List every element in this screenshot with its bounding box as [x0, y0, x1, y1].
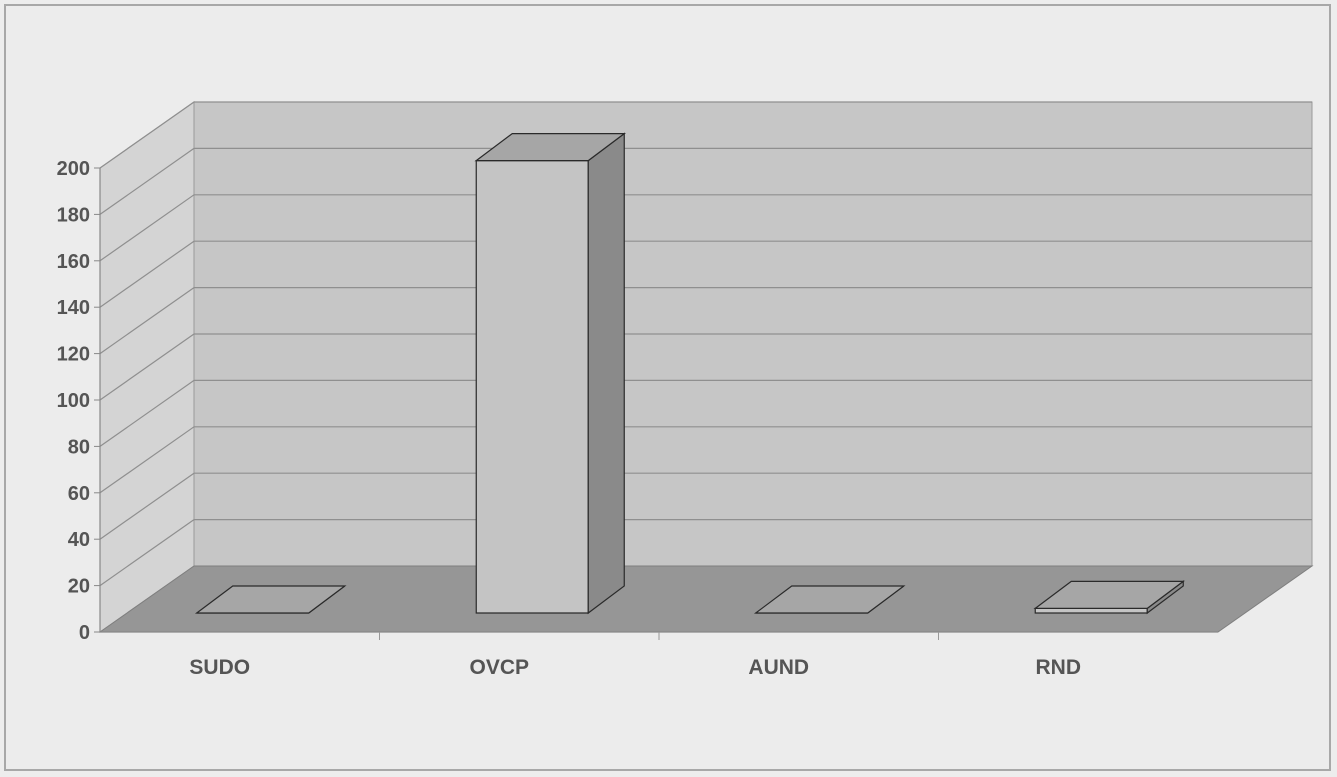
gridline: [99, 240, 1312, 308]
bar: [753, 585, 906, 614]
y-tick-label: 0: [79, 622, 90, 644]
bar: [474, 132, 627, 615]
bars: [194, 132, 1186, 615]
gridline: [99, 472, 1312, 540]
axes: [94, 167, 1218, 640]
y-tick-label: 120: [57, 344, 90, 366]
bar-top: [474, 133, 627, 162]
chart-walls: [98, 101, 1314, 633]
y-tick-label: 140: [57, 297, 90, 319]
gridline: [99, 379, 1312, 447]
x-tick-label: OVCP: [469, 656, 529, 679]
gridline: [99, 333, 1312, 401]
y-tick-label: 100: [57, 390, 90, 412]
y-tick-label: 180: [57, 204, 90, 226]
gridline: [99, 101, 1312, 169]
bar-front: [1034, 607, 1148, 614]
y-axis-tick-labels: 0 20 40 60 80 100 120 140 160 180 200: [57, 158, 90, 644]
gridline: [99, 194, 1312, 262]
bar-top: [1033, 580, 1186, 609]
gridline: [99, 287, 1312, 355]
y-tick-label: 80: [68, 436, 90, 458]
y-tick-label: 160: [57, 251, 90, 273]
x-tick-label: AUND: [748, 656, 809, 679]
gridlines: [99, 101, 1312, 587]
y-tick-label: 40: [68, 529, 90, 551]
x-tick-label: RND: [1036, 656, 1082, 679]
bar-top: [194, 585, 347, 614]
bar: [194, 585, 347, 614]
y-tick-label: 60: [68, 483, 90, 505]
gridline: [99, 426, 1312, 494]
gridline: [99, 518, 1312, 587]
y-tick-label: 200: [57, 158, 90, 180]
gridline: [99, 147, 1312, 215]
bar: [1033, 580, 1186, 615]
bar-top: [753, 585, 906, 614]
y-tick-label: 20: [68, 576, 90, 598]
x-tick-label: SUDO: [189, 656, 250, 679]
bar-side: [587, 132, 625, 615]
x-axis-tick-labels: SUDO OVCP AUND RND: [189, 656, 1081, 679]
bar-front: [475, 160, 589, 614]
